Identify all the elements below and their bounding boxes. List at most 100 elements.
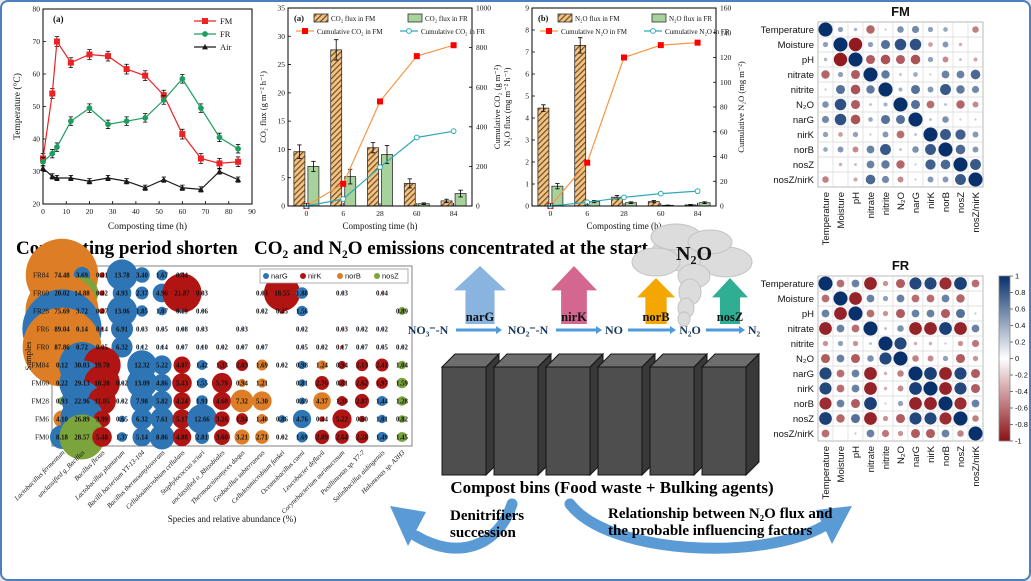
svg-text:25: 25 bbox=[278, 60, 286, 69]
svg-text:6.32: 6.32 bbox=[116, 344, 128, 351]
svg-text:NO₂⁻-N: NO₂⁻-N bbox=[508, 323, 549, 337]
svg-text:CO₂ flux in FM: CO₂ flux in FM bbox=[331, 15, 376, 23]
svg-text:1.45: 1.45 bbox=[396, 434, 408, 441]
svg-text:75.69: 75.69 bbox=[54, 308, 70, 315]
svg-text:Air: Air bbox=[220, 42, 232, 52]
svg-text:Composting time (h): Composting time (h) bbox=[108, 221, 187, 232]
svg-text:(a): (a) bbox=[294, 13, 304, 23]
svg-text:0.94: 0.94 bbox=[236, 380, 248, 387]
svg-text:0.8: 0.8 bbox=[1015, 288, 1025, 297]
svg-text:nitrate: nitrate bbox=[866, 192, 877, 218]
svg-text:0.94: 0.94 bbox=[336, 362, 348, 369]
svg-text:12.66: 12.66 bbox=[194, 416, 210, 423]
svg-text:CO₂ flux in FR: CO₂ flux in FR bbox=[425, 15, 468, 23]
svg-text:0.14: 0.14 bbox=[76, 326, 88, 333]
svg-text:0.89: 0.89 bbox=[396, 308, 408, 315]
svg-text:3.60: 3.60 bbox=[216, 434, 228, 441]
svg-text:18.28: 18.28 bbox=[94, 380, 110, 387]
svg-text:0.05: 0.05 bbox=[96, 344, 108, 351]
svg-text:1.01: 1.01 bbox=[376, 416, 388, 423]
svg-text:0.19: 0.19 bbox=[176, 308, 188, 315]
svg-text:1.97: 1.97 bbox=[376, 380, 388, 387]
svg-text:1.94: 1.94 bbox=[236, 416, 248, 423]
svg-text:18.55: 18.55 bbox=[274, 290, 290, 297]
svg-text:1000: 1000 bbox=[476, 4, 491, 13]
svg-text:nosZ: nosZ bbox=[956, 446, 967, 467]
svg-text:40: 40 bbox=[33, 135, 41, 144]
svg-text:19.78: 19.78 bbox=[94, 362, 110, 369]
bottom-curved-arrows bbox=[390, 498, 852, 554]
fm-correlation-matrix: FM Temperature Moisture pH nitrate nitrite N₂O… bbox=[761, 4, 984, 245]
svg-text:nirK: nirK bbox=[797, 384, 815, 395]
svg-text:-0.2: -0.2 bbox=[1015, 371, 1028, 380]
svg-text:0.17: 0.17 bbox=[336, 344, 348, 351]
svg-text:0.03: 0.03 bbox=[336, 326, 348, 333]
svg-text:0.02: 0.02 bbox=[116, 398, 128, 405]
svg-text:FM6: FM6 bbox=[35, 416, 49, 424]
svg-text:4.76: 4.76 bbox=[296, 416, 308, 423]
svg-text:5.17: 5.17 bbox=[176, 416, 188, 423]
svg-text:N₂: N₂ bbox=[748, 323, 761, 337]
svg-text:800: 800 bbox=[476, 43, 488, 52]
svg-text:9: 9 bbox=[525, 4, 529, 13]
svg-text:0.81: 0.81 bbox=[336, 380, 348, 387]
svg-text:0.03: 0.03 bbox=[196, 326, 208, 333]
svg-text:2.81: 2.81 bbox=[196, 434, 208, 441]
svg-text:NO: NO bbox=[605, 323, 623, 337]
svg-text:0.02: 0.02 bbox=[316, 344, 328, 351]
svg-text:3.99: 3.99 bbox=[96, 416, 108, 423]
svg-text:90: 90 bbox=[248, 207, 256, 216]
svg-text:0.03: 0.03 bbox=[196, 290, 208, 297]
svg-text:0.03: 0.03 bbox=[256, 290, 268, 297]
svg-text:nitrate: nitrate bbox=[788, 70, 814, 81]
svg-text:Moisture: Moisture bbox=[836, 192, 847, 228]
svg-text:4.10: 4.10 bbox=[56, 416, 68, 423]
svg-text:3.26: 3.26 bbox=[216, 416, 228, 423]
svg-text:N₂O: N₂O bbox=[796, 354, 814, 365]
svg-text:nirK: nirK bbox=[926, 445, 937, 463]
svg-text:5.48: 5.48 bbox=[96, 434, 108, 441]
svg-text:5: 5 bbox=[281, 173, 285, 182]
svg-text:0.6: 0.6 bbox=[1015, 305, 1025, 314]
svg-text:narG: narG bbox=[793, 369, 814, 380]
svg-text:Cumulative N₂O in FR: Cumulative N₂O in FR bbox=[665, 28, 730, 36]
svg-text:80: 80 bbox=[225, 207, 233, 216]
svg-text:0.60: 0.60 bbox=[356, 416, 368, 423]
svg-text:13.09: 13.09 bbox=[134, 380, 150, 387]
svg-text:7.32: 7.32 bbox=[236, 398, 248, 405]
svg-text:FR28: FR28 bbox=[33, 308, 49, 316]
svg-text:(b): (b) bbox=[538, 13, 549, 23]
svg-text:NO₃⁻-N: NO₃⁻-N bbox=[408, 323, 449, 337]
svg-text:20.02: 20.02 bbox=[54, 290, 70, 297]
svg-text:nirK: nirK bbox=[797, 130, 815, 141]
svg-text:4.07: 4.07 bbox=[176, 362, 188, 369]
svg-text:400: 400 bbox=[476, 122, 488, 131]
svg-text:1.28: 1.28 bbox=[396, 398, 408, 405]
svg-text:2.62: 2.62 bbox=[356, 380, 368, 387]
svg-text:nosZ: nosZ bbox=[793, 414, 814, 425]
svg-text:nosZ: nosZ bbox=[793, 160, 814, 171]
svg-text:1.91: 1.91 bbox=[196, 398, 208, 405]
svg-text:FR: FR bbox=[892, 258, 910, 273]
svg-text:0.14: 0.14 bbox=[96, 326, 108, 333]
svg-text:1.07: 1.07 bbox=[156, 308, 168, 315]
svg-text:6: 6 bbox=[585, 209, 589, 218]
svg-text:20: 20 bbox=[33, 200, 41, 209]
svg-text:0.02: 0.02 bbox=[276, 362, 288, 369]
svg-text:1.24: 1.24 bbox=[316, 362, 328, 369]
svg-text:2.64: 2.64 bbox=[336, 434, 348, 441]
svg-text:0.86: 0.86 bbox=[276, 416, 288, 423]
svg-text:0.81: 0.81 bbox=[296, 380, 308, 387]
svg-text:Cumulative N₂O (mg m⁻²): Cumulative N₂O (mg m⁻²) bbox=[736, 61, 746, 153]
svg-text:8: 8 bbox=[525, 26, 529, 35]
species-bubble-chart: 74.483.690.4113.783.401.670.440.491.5920… bbox=[13, 238, 413, 524]
svg-text:1.04: 1.04 bbox=[396, 362, 408, 369]
svg-text:nosZ/nirK: nosZ/nirK bbox=[971, 445, 982, 486]
svg-text:0: 0 bbox=[305, 209, 309, 218]
svg-text:FR84: FR84 bbox=[33, 272, 49, 280]
svg-text:FM0: FM0 bbox=[35, 434, 49, 442]
svg-text:nitrite: nitrite bbox=[881, 446, 892, 469]
svg-text:80: 80 bbox=[33, 5, 41, 14]
svg-text:15: 15 bbox=[278, 117, 286, 126]
svg-text:600: 600 bbox=[476, 83, 488, 92]
